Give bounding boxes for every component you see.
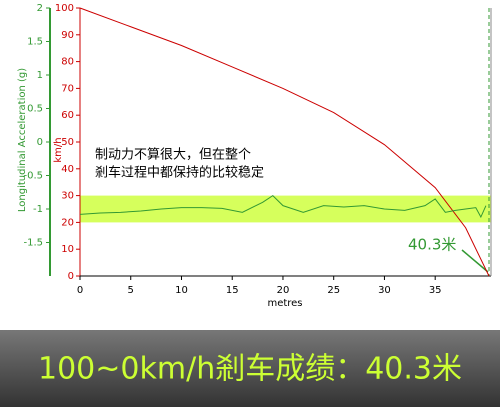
- x-tick-label: 30: [378, 285, 391, 296]
- x-tick-label: 10: [175, 285, 188, 296]
- y-tick-label: 0: [68, 271, 74, 282]
- y-tick-label: 10: [61, 244, 74, 255]
- arrow: [461, 249, 489, 273]
- x-label: metres: [267, 298, 302, 309]
- banner-text: 100~0km/h剎车成绩：40.3米: [38, 352, 462, 387]
- y2-tick-label: -1.5: [23, 238, 43, 249]
- y-tick-label: 60: [61, 110, 74, 121]
- x-tick-label: 15: [226, 285, 239, 296]
- annotation: 剎车过程中都保持的比较稳定: [95, 165, 264, 181]
- y2-tick-label: -0.5: [23, 171, 43, 182]
- y2-tick-label: 0.5: [27, 104, 43, 115]
- y-tick-label: 50: [61, 137, 74, 148]
- x-tick-label: 25: [327, 285, 340, 296]
- series-line: [79, 7, 490, 277]
- y-tick-label: 30: [61, 191, 74, 202]
- x-tick-label: 5: [128, 285, 134, 296]
- series-line: [79, 194, 487, 219]
- y2-tick-label: 1.5: [27, 37, 43, 48]
- x-tick-label: 0: [77, 285, 83, 296]
- y-tick-label: 80: [61, 57, 74, 68]
- x-tick-label: 35: [429, 285, 442, 296]
- y-tick-label: 20: [61, 217, 74, 228]
- y-tick-label: 100: [55, 3, 74, 14]
- band: [80, 195, 491, 223]
- y2-tick-label: -1: [33, 204, 43, 215]
- x-tick-label: 20: [277, 285, 290, 296]
- y2-tick-label: 2: [37, 3, 43, 14]
- y-tick-label: 90: [61, 30, 74, 41]
- banner-bg: [0, 330, 500, 407]
- y-label: km/h: [53, 137, 64, 162]
- annotation: 制动力不算很大，但在整个: [95, 148, 251, 163]
- y2-label: Longitudinal Acceleration (g): [17, 68, 28, 212]
- y2-tick-label: 1: [37, 70, 43, 81]
- y-tick-label: 70: [61, 83, 74, 94]
- y2-tick-label: 0: [37, 137, 43, 148]
- y-tick-label: 40: [61, 164, 74, 175]
- annotation: 40.3米: [408, 236, 456, 254]
